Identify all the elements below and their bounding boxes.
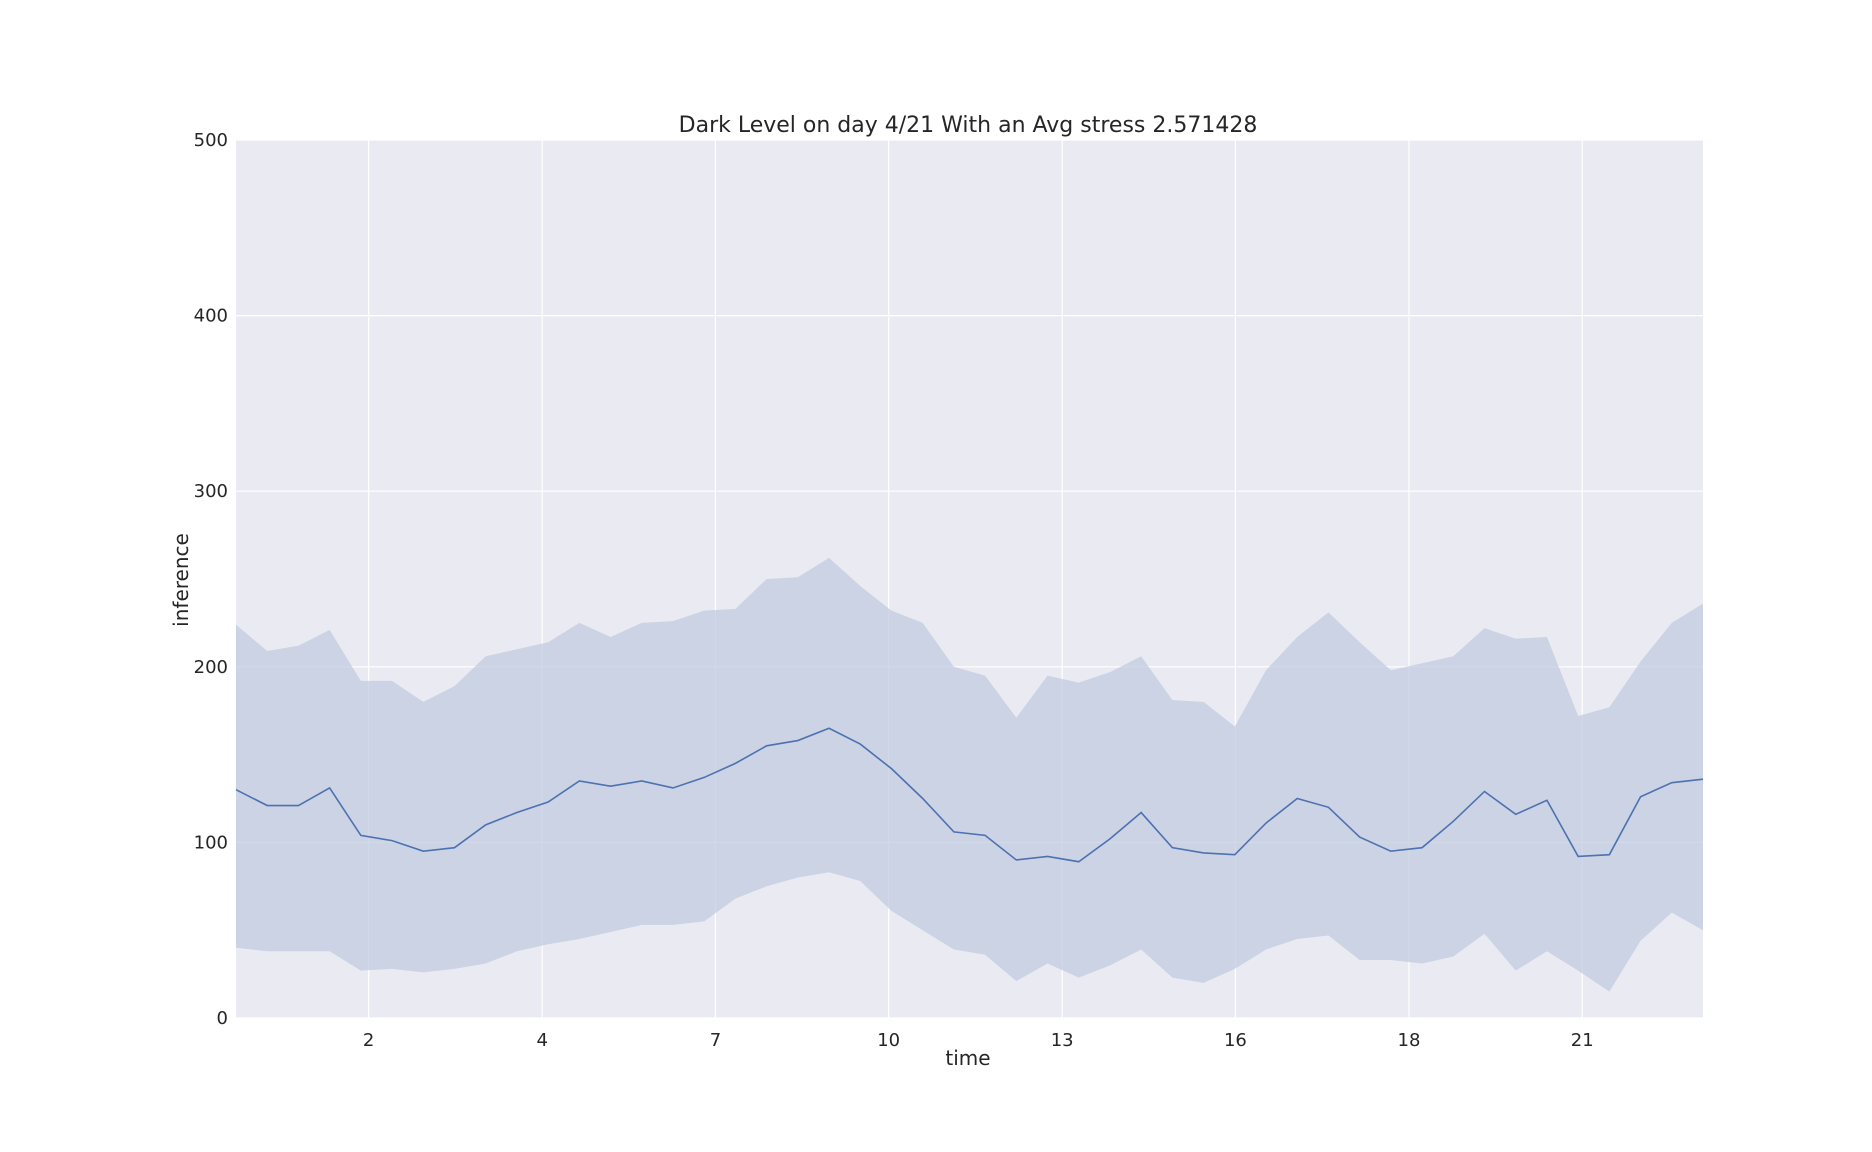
- x-tick-labels: 2 4 7 10 13 16 18 21: [363, 1030, 1594, 1051]
- y-tick-label: 300: [194, 481, 228, 502]
- x-tick-label: 10: [877, 1030, 900, 1051]
- x-tick-label: 13: [1051, 1030, 1074, 1051]
- y-tick-label: 500: [194, 130, 228, 151]
- y-tick-label: 200: [194, 657, 228, 678]
- x-axis-label: time: [945, 1046, 990, 1070]
- y-tick-label: 0: [217, 1008, 228, 1029]
- x-tick-label: 4: [536, 1030, 547, 1051]
- y-tick-label: 100: [194, 832, 228, 853]
- x-tick-label: 7: [710, 1030, 721, 1051]
- series-line: [235, 727, 1704, 863]
- y-axis-label: inference: [169, 533, 193, 627]
- x-tick-label: 16: [1224, 1030, 1247, 1051]
- chart-title: Dark Level on day 4/21 With an Avg stres…: [679, 113, 1258, 138]
- x-tick-label: 2: [363, 1030, 374, 1051]
- confidence-band: [236, 557, 1703, 992]
- y-tick-label: 400: [194, 306, 228, 327]
- y-tick-labels: 0 100 200 300 400 500: [194, 130, 228, 1029]
- x-tick-label: 18: [1398, 1030, 1421, 1051]
- x-tick-label: 21: [1571, 1030, 1594, 1051]
